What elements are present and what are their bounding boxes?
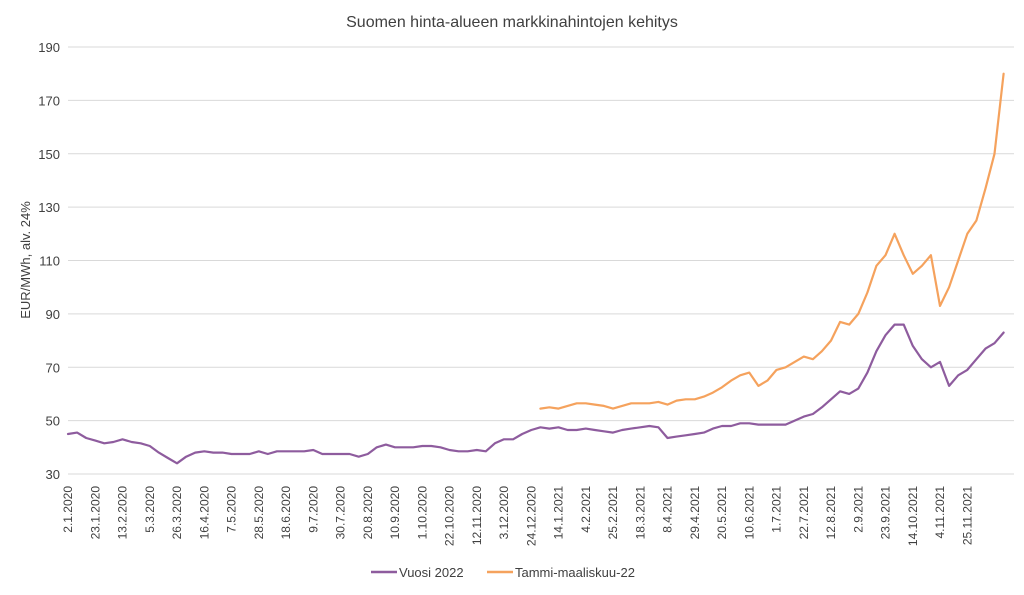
x-tick-label: 1.7.2021	[770, 486, 784, 533]
y-tick-labels: 30 50 70 90 110 130 150 170 190	[38, 40, 60, 482]
x-tick-label: 23.1.2020	[88, 486, 102, 540]
legend-label: Vuosi 2022	[399, 565, 464, 580]
x-tick-label: 23.9.2021	[879, 486, 893, 540]
x-tick-label: 22.7.2021	[797, 486, 811, 540]
x-tick-label: 14.10.2021	[906, 486, 920, 546]
x-tick-label: 4.2.2021	[579, 486, 593, 533]
x-tick-label: 25.2.2021	[606, 486, 620, 540]
x-tick-label: 5.3.2020	[143, 486, 157, 533]
y-tick-label: 50	[46, 414, 60, 429]
x-tick-label: 12.11.2020	[470, 486, 484, 545]
x-tick-label: 2.1.2020	[61, 486, 75, 533]
x-tick-label: 26.3.2020	[170, 486, 184, 540]
x-tick-label: 28.5.2020	[252, 486, 266, 540]
x-tick-label: 4.11.2021	[933, 486, 947, 539]
x-tick-label: 3.12.2020	[497, 486, 511, 540]
x-tick-label: 14.1.2021	[552, 486, 566, 540]
grid-lines	[68, 46, 1014, 475]
legend: Vuosi 2022 Tammi-maaliskuu-22	[371, 565, 635, 580]
x-tick-label: 24.12.2020	[524, 486, 538, 546]
y-tick-label: 190	[38, 40, 60, 55]
x-tick-label: 25.11.2021	[960, 486, 974, 545]
series-line-1	[66, 323, 1005, 465]
x-tick-label: 9.7.2020	[306, 486, 320, 533]
x-tick-label: 30.7.2020	[334, 486, 348, 540]
y-tick-label: 150	[38, 147, 60, 162]
x-tick-label: 20.8.2020	[361, 486, 375, 540]
chart-title: Suomen hinta-alueen markkinahintojen keh…	[346, 14, 678, 31]
x-tick-label: 12.8.2021	[824, 486, 838, 540]
y-tick-label: 90	[46, 307, 60, 322]
x-tick-labels: 2.1.2020 23.1.2020 13.2.2020 5.3.2020 26.3.2…	[61, 486, 974, 546]
y-axis-label: EUR/MWh, alv. 24%	[18, 201, 33, 319]
y-tick-label: 70	[46, 360, 60, 375]
y-tick-label: 30	[46, 467, 60, 482]
y-tick-label: 130	[38, 200, 60, 215]
series-line-2	[539, 72, 1005, 410]
y-tick-label: 110	[39, 254, 60, 269]
series-lines	[66, 72, 1005, 465]
legend-label: Tammi-maaliskuu-22	[515, 565, 635, 580]
x-tick-label: 20.5.2021	[715, 486, 729, 540]
x-tick-label: 16.4.2020	[197, 486, 211, 540]
x-tick-label: 13.2.2020	[116, 486, 130, 540]
x-tick-label: 2.9.2021	[851, 486, 865, 533]
x-tick-label: 10.9.2020	[388, 486, 402, 540]
x-tick-label: 18.3.2021	[633, 486, 647, 540]
x-tick-label: 10.6.2021	[742, 486, 756, 540]
x-tick-label: 18.6.2020	[279, 486, 293, 540]
x-tick-label: 7.5.2020	[225, 486, 239, 533]
x-tick-label: 29.4.2021	[688, 486, 702, 540]
y-tick-label: 170	[38, 93, 60, 108]
x-tick-label: 22.10.2020	[443, 486, 457, 546]
x-tick-label: 8.4.2021	[661, 486, 675, 533]
x-tick-label: 1.10.2020	[415, 486, 429, 540]
